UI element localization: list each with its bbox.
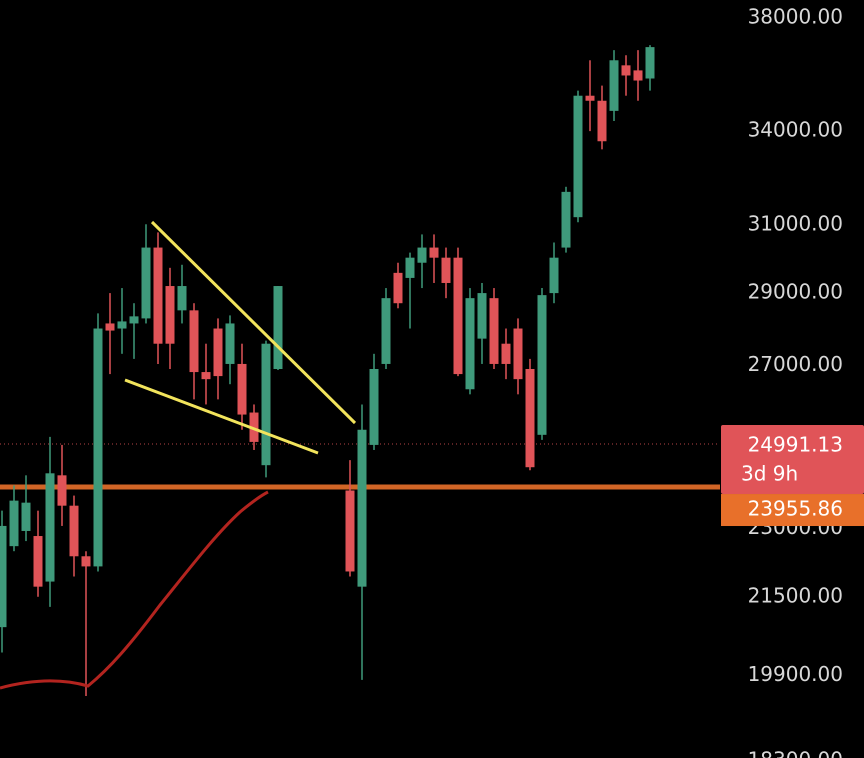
trend-line: [150, 220, 357, 425]
candle-body: [201, 372, 211, 380]
candle-body: [513, 328, 523, 380]
candle-body: [429, 247, 439, 258]
candle-body: [465, 298, 475, 390]
candle-body: [597, 100, 607, 142]
candle-body: [369, 369, 379, 445]
y-tick-label: 21500.00: [748, 583, 843, 607]
candle-body: [141, 247, 151, 319]
candle-body: [561, 191, 571, 248]
last-price-box: [721, 425, 864, 495]
level-box: [721, 494, 864, 527]
candle-body: [345, 490, 355, 572]
y-tick-label: 19900.00: [748, 662, 843, 686]
candle-body: [393, 272, 403, 304]
candle-body: [441, 257, 451, 283]
y-tick-label: 18300.00: [748, 747, 843, 758]
candle-body: [645, 47, 655, 79]
drawings: [0, 220, 357, 690]
candle-body: [489, 298, 499, 364]
moving-average: [0, 490, 269, 690]
candle-body: [261, 343, 271, 466]
level-label: 23955.86: [748, 497, 843, 521]
candle-body: [81, 556, 91, 567]
candle-body: [177, 286, 187, 311]
y-tick-label: 34000.00: [748, 118, 843, 142]
candle-body: [129, 316, 139, 324]
candle-body: [633, 70, 643, 81]
candle-body: [417, 247, 427, 263]
candle-body: [357, 429, 367, 587]
y-tick-label: 31000.00: [748, 211, 843, 235]
candle-body: [405, 257, 415, 278]
candle-body: [501, 343, 511, 364]
candle-body: [93, 328, 103, 567]
candle-body: [21, 502, 31, 531]
candle-body: [57, 475, 67, 506]
candle-body: [381, 298, 391, 364]
candle-body: [45, 473, 55, 582]
candle-body: [189, 310, 199, 373]
candle-body: [525, 369, 535, 468]
candle-body: [609, 60, 619, 111]
y-tick-label: 29000.00: [748, 279, 843, 303]
candle-body: [153, 247, 163, 344]
countdown-label: 3d 9h: [741, 462, 798, 486]
candle-body: [69, 505, 79, 557]
candle-body: [573, 95, 583, 218]
candle-body: [237, 363, 247, 415]
candle-body: [537, 295, 547, 435]
candle-body: [9, 500, 19, 547]
candle-body: [225, 323, 235, 364]
trend-line: [124, 378, 319, 455]
candle-body: [621, 65, 631, 76]
y-tick-label: 27000.00: [748, 352, 843, 376]
candle-body: [453, 257, 463, 375]
candle-body: [213, 328, 223, 377]
candle-body: [477, 293, 487, 339]
candle-body: [549, 257, 559, 294]
candle-body: [273, 286, 283, 370]
candle-body: [33, 536, 43, 587]
y-tick-label: 38000.00: [748, 5, 843, 29]
last-price-label: 24991.13: [748, 433, 843, 457]
candle-body: [0, 525, 7, 628]
candle-body: [117, 321, 127, 329]
candle-body: [585, 95, 595, 101]
candle-body: [165, 286, 175, 344]
candle-body: [105, 323, 115, 331]
